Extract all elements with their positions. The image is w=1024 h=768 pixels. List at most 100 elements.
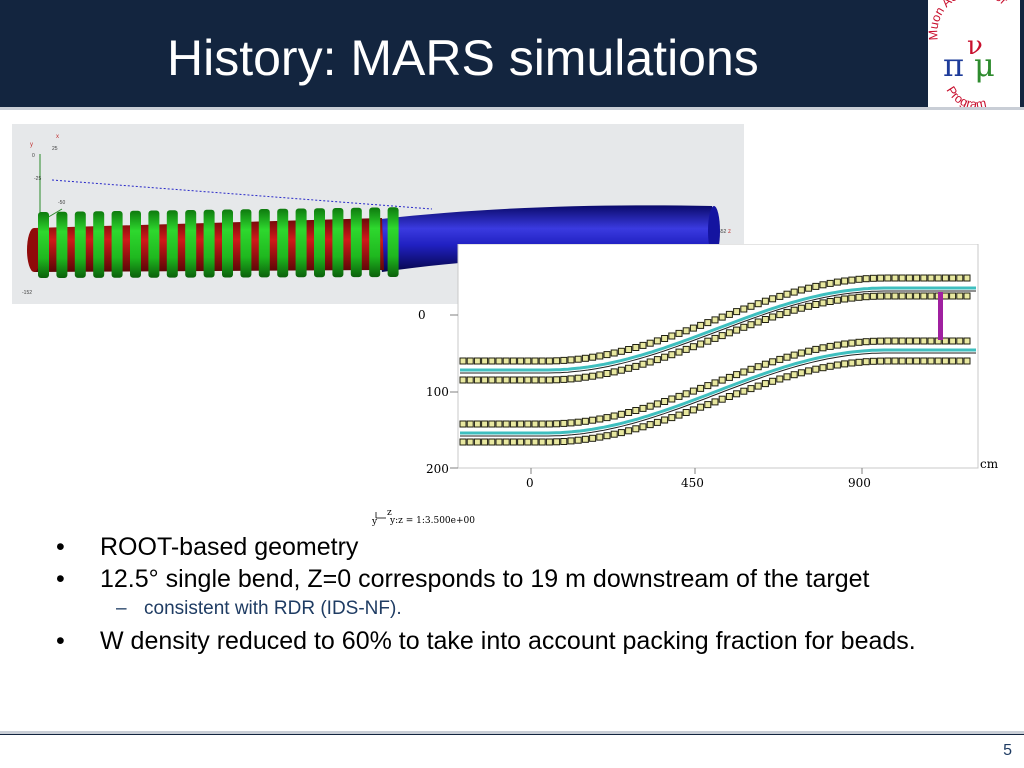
shield-block (862, 338, 870, 346)
shield-block (495, 420, 503, 428)
logo-bottom-text: Program (944, 84, 988, 107)
shield-block (884, 357, 892, 365)
shield-block (963, 337, 971, 345)
shield-block (509, 420, 517, 428)
shield-block (747, 321, 755, 329)
shield-block (596, 371, 604, 379)
shield-block (862, 275, 870, 283)
shield-block (769, 377, 777, 385)
shield-block (869, 337, 877, 345)
shield-block (553, 357, 561, 365)
shield-block (819, 364, 827, 372)
shield-block (459, 420, 467, 428)
shield-block (596, 433, 604, 441)
shield-block (949, 337, 957, 345)
magnet-3d-rendering: x y z 25 0 -25 -50 -152 552 (12, 124, 744, 304)
shield-block (905, 337, 913, 345)
bullet-item: • ROOT-based geometry (56, 533, 359, 561)
shield-block (884, 337, 892, 345)
shield-block (783, 373, 791, 381)
shield-block (725, 310, 733, 318)
slide-header: History: MARS simulations (0, 0, 1024, 107)
shield-block (891, 292, 899, 300)
bullet-item: • 12.5° single bend, Z=0 corresponds to 1… (56, 565, 870, 593)
shield-block (668, 351, 676, 359)
shield-block (920, 274, 928, 282)
shield-block (538, 376, 546, 384)
shield-block (517, 357, 525, 365)
coil-ring (295, 208, 307, 278)
shield-block (718, 376, 726, 384)
shield-block (617, 429, 625, 437)
shield-block (833, 296, 841, 304)
shield-block (848, 294, 856, 302)
shield-block (869, 357, 877, 365)
shield-block (704, 401, 712, 409)
shield-block (869, 292, 877, 300)
orient-y: y (371, 517, 378, 527)
shield-block (488, 376, 496, 384)
shield-block (502, 438, 510, 446)
shield-block (589, 353, 597, 361)
shield-block (769, 358, 777, 366)
shield-block (826, 362, 834, 370)
shield-block (956, 357, 964, 365)
shield-block (509, 438, 517, 446)
shield-block (747, 302, 755, 310)
shield-block (920, 292, 928, 300)
coil-rings (38, 207, 399, 278)
shield-block (488, 438, 496, 446)
shield-block (596, 352, 604, 360)
coil-ring (74, 211, 86, 278)
coil-ring (277, 208, 289, 278)
coil-ring (240, 209, 252, 278)
shield-block (603, 432, 611, 440)
svg-text:ν: ν (967, 31, 983, 61)
shield-block (819, 299, 827, 307)
shield-block (805, 367, 813, 375)
shield-block (625, 364, 633, 372)
page-number: 5 (1003, 742, 1012, 759)
shield-block (668, 414, 676, 422)
shield-block (675, 329, 683, 337)
shield-block (783, 308, 791, 316)
shield-block (941, 292, 949, 300)
shield-block (567, 437, 575, 445)
shield-block (466, 438, 474, 446)
bullet-item: • W density reduced to 60% to take into a… (56, 627, 916, 655)
shield-block (797, 304, 805, 312)
shield-block (733, 371, 741, 379)
shield-block (488, 357, 496, 365)
shield-block (927, 357, 935, 365)
shield-block (862, 358, 870, 366)
shield-block (675, 392, 683, 400)
shield-block (855, 358, 863, 366)
shield-block (668, 332, 676, 340)
shield-block (502, 420, 510, 428)
shield-block (581, 373, 589, 381)
shield-block (826, 279, 834, 287)
shield-block (877, 274, 885, 282)
shield-block (509, 376, 517, 384)
orientation-indicator: z y y:z = 1:3.500e+00 (371, 508, 475, 527)
shield-block (884, 274, 892, 282)
shield-block (927, 274, 935, 282)
shield-block (740, 368, 748, 376)
shield-block (956, 274, 964, 282)
shield-block (812, 301, 820, 308)
shield-block (747, 385, 755, 393)
shield-block (632, 344, 640, 351)
shield-block (574, 374, 582, 382)
shield-block (603, 414, 611, 422)
shield-block (632, 362, 640, 370)
shield-block (920, 337, 928, 345)
shield-block (524, 376, 532, 384)
svg-text:25: 25 (52, 146, 58, 152)
shield-block (509, 357, 517, 365)
shield-block (589, 416, 597, 424)
shield-block (718, 313, 726, 321)
shield-block (826, 298, 834, 305)
shield-block (625, 346, 633, 353)
shield-block (646, 339, 654, 347)
coil-ring (166, 210, 178, 278)
